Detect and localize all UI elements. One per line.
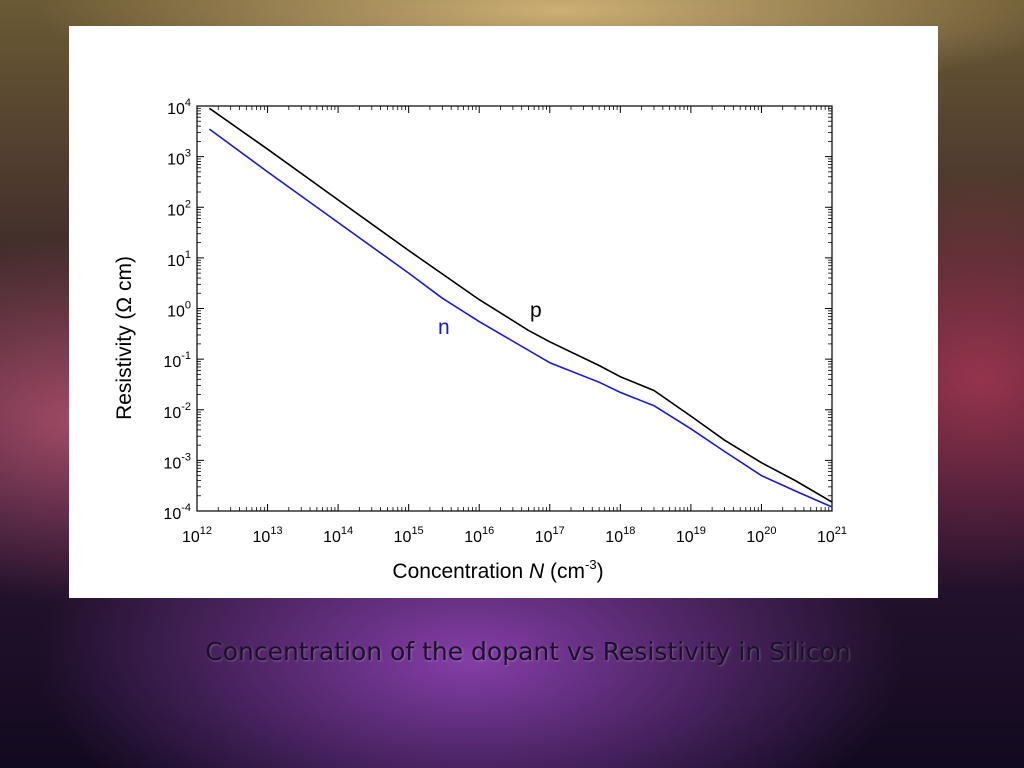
x-tick-label: 1012 [182, 525, 212, 546]
x-axis-title-mid: (cm [544, 560, 585, 583]
y-tick-label-base: 10 [167, 152, 185, 169]
x-tick-label: 1019 [676, 525, 706, 546]
x-tick-label-base: 10 [323, 529, 341, 546]
y-tick-label-exp: -1 [181, 350, 191, 362]
x-tick-label-exp: 14 [341, 525, 353, 537]
y-tick-label-base: 10 [167, 304, 185, 321]
x-tick-label-exp: 17 [553, 525, 565, 537]
y-tick-label-base: 10 [163, 405, 181, 422]
y-tick-label-base: 10 [163, 354, 181, 371]
y-tick-label-base: 10 [167, 253, 185, 270]
x-tick-label: 1015 [394, 525, 424, 546]
x-tick-label-base: 10 [535, 529, 553, 546]
x-tick-label: 1017 [535, 525, 565, 546]
y-tick-label-base: 10 [167, 101, 185, 118]
x-tick-label-base: 10 [394, 529, 412, 546]
x-tick-label-exp: 19 [694, 525, 706, 537]
x-tick-label-base: 10 [253, 529, 271, 546]
slide-caption: Concentration of the dopant vs Resistivi… [205, 637, 851, 666]
x-tick-label-exp: 18 [623, 525, 635, 537]
series-line-p [208, 107, 833, 503]
series-label-n: n [438, 316, 450, 339]
resistivity-chart: 1012 1013 1014 1015 1016 1017 1018 1019 1020 1021… [113, 97, 847, 583]
y-tick-label: 10-4 [163, 502, 191, 523]
y-tick-label: 104 [167, 97, 191, 118]
y-tick-label: 10-3 [163, 451, 191, 472]
y-tick-label-exp: -2 [181, 401, 191, 413]
x-tick-label-base: 10 [676, 529, 694, 546]
x-tick-label: 1014 [323, 525, 353, 546]
x-tick-label-exp: 13 [270, 525, 282, 537]
x-tick-label: 1020 [746, 525, 776, 546]
y-tick-label-exp: -4 [181, 502, 191, 514]
x-axis-title: Concentration N (cm-3) [392, 557, 603, 583]
x-tick-label: 1016 [464, 525, 494, 546]
x-axis-title-exp: -3 [585, 557, 597, 572]
x-tick-label-exp: 12 [200, 525, 212, 537]
y-tick-label-base: 10 [163, 455, 181, 472]
x-tick-label: 1018 [605, 525, 635, 546]
y-tick-label-base: 10 [167, 202, 185, 219]
y-tick-label-exp: -3 [181, 451, 191, 463]
y-tick-label: 10-2 [163, 401, 191, 422]
x-tick-label-base: 10 [464, 529, 482, 546]
series-label-p: p [530, 299, 542, 322]
x-axis-title-pre: Concentration [392, 560, 529, 583]
x-tick-label-exp: 16 [482, 525, 494, 537]
y-tick-label-exp: 0 [185, 300, 191, 312]
x-tick-label: 1021 [817, 525, 847, 546]
y-tick-label-exp: 1 [185, 249, 191, 261]
x-tick-label-base: 10 [817, 529, 835, 546]
x-tick-label: 1013 [253, 525, 283, 546]
x-tick-label-exp: 20 [764, 525, 776, 537]
y-tick-label: 101 [167, 249, 191, 270]
x-axis-title-var: N [529, 560, 545, 583]
y-tick-label-exp: 4 [185, 97, 191, 109]
x-tick-label-exp: 21 [835, 525, 847, 537]
x-tick-label-base: 10 [605, 529, 623, 546]
x-tick-label-base: 10 [746, 529, 764, 546]
y-tick-label: 100 [167, 300, 191, 321]
y-tick-label-exp: 2 [185, 198, 191, 210]
series-line-n [208, 128, 833, 508]
chart-figure: 1012 1013 1014 1015 1016 1017 1018 1019 1020 1021… [69, 26, 938, 598]
x-tick-label-base: 10 [182, 529, 200, 546]
x-axis-title-post: ) [597, 560, 604, 583]
y-tick-label: 103 [167, 148, 191, 169]
y-axis-title: Resistivity (Ω cm) [113, 256, 136, 420]
y-tick-label-exp: 3 [185, 148, 191, 160]
y-tick-label-base: 10 [163, 506, 181, 523]
y-tick-label: 102 [167, 198, 191, 219]
y-tick-label: 10-1 [163, 350, 191, 371]
x-tick-label-exp: 15 [411, 525, 423, 537]
